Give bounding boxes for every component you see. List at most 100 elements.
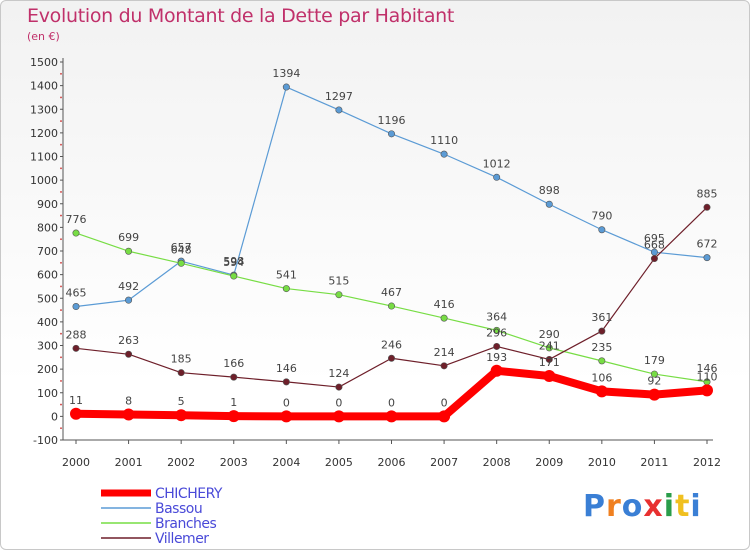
legend-label-branches: Branches (155, 516, 216, 532)
data-point-chichery (70, 407, 82, 420)
data-point-branches (282, 285, 290, 293)
data-label-branches: 776 (66, 213, 87, 226)
data-point-branches (72, 229, 80, 237)
y-tick-label: 1500 (30, 56, 58, 69)
data-point-villemer (72, 344, 80, 352)
series-line-chichery (75, 366, 708, 421)
data-label-chichery: 106 (591, 371, 612, 384)
y-minor-tick (60, 120, 62, 122)
data-label-bassou: 1297 (325, 90, 353, 103)
y-tick-label: 700 (37, 245, 58, 258)
data-point-villemer (125, 350, 133, 358)
data-label-bassou: 790 (591, 210, 612, 223)
x-tick-label: 2008 (483, 456, 511, 469)
data-label-bassou: 1012 (483, 157, 511, 170)
y-tick-label: 200 (37, 363, 58, 376)
data-label-chichery: 11 (69, 394, 83, 407)
data-label-chichery: 1 (230, 396, 237, 409)
data-point-branches (125, 247, 133, 255)
data-point-branches (177, 259, 185, 267)
x-tick-label: 2005 (325, 456, 353, 469)
data-label-branches: 594 (223, 256, 244, 269)
data-point-bassou (335, 106, 343, 114)
data-label-bassou: 898 (539, 184, 560, 197)
data-point-villemer (335, 383, 343, 391)
data-point-villemer (703, 203, 711, 211)
data-point-bassou (387, 130, 395, 138)
y-minor-tick (60, 332, 62, 335)
data-point-chichery (280, 410, 293, 423)
data-label-bassou: 1110 (430, 134, 458, 147)
chart-title: Evolution du Montant de la Dette par Hab… (27, 5, 455, 27)
data-point-villemer (282, 378, 290, 386)
data-label-bassou: 1196 (378, 114, 406, 127)
data-label-villemer: 361 (591, 311, 612, 324)
data-label-branches: 515 (328, 275, 349, 288)
data-label-branches: 146 (697, 362, 718, 375)
data-label-chichery: 171 (539, 356, 560, 369)
y-tick-label: 1300 (30, 103, 58, 116)
data-label-villemer: 668 (644, 239, 665, 252)
data-point-branches (335, 291, 343, 299)
data-point-chichery (227, 410, 240, 423)
x-tick-label: 2006 (378, 456, 406, 469)
data-label-branches: 235 (591, 341, 612, 354)
data-point-villemer (598, 327, 606, 335)
data-label-chichery: 0 (335, 396, 342, 409)
x-tick-label: 2012 (693, 456, 721, 469)
data-point-chichery (385, 410, 398, 423)
data-label-bassou: 672 (697, 238, 718, 251)
data-label-branches: 467 (381, 286, 402, 299)
y-tick-label: 1000 (30, 174, 58, 187)
data-point-chichery (595, 385, 608, 398)
data-point-branches (493, 326, 501, 334)
y-minor-tick (60, 238, 62, 241)
data-label-chichery: 8 (125, 394, 132, 407)
data-label-chichery: 0 (388, 396, 395, 409)
x-tick-label: 2003 (220, 456, 248, 469)
data-label-villemer: 166 (223, 357, 244, 370)
data-label-bassou: 695 (644, 232, 665, 245)
data-point-villemer (440, 362, 448, 370)
data-point-chichery (543, 369, 556, 382)
data-label-villemer: 885 (697, 187, 718, 200)
y-tick-label: 1200 (30, 127, 58, 140)
data-label-villemer: 246 (381, 338, 402, 351)
data-point-bassou (598, 226, 606, 234)
data-label-bassou: 492 (118, 280, 139, 293)
data-point-bassou (703, 254, 711, 262)
x-tick-label: 2009 (535, 456, 563, 469)
data-point-chichery (175, 409, 188, 422)
data-point-branches (440, 314, 448, 322)
y-minor-tick (60, 427, 62, 430)
y-tick-label: 500 (37, 292, 58, 305)
data-point-villemer (650, 255, 658, 263)
data-point-bassou (72, 303, 80, 311)
data-label-bassou: 598 (223, 255, 244, 268)
y-minor-tick (60, 214, 62, 217)
data-label-villemer: 288 (66, 328, 87, 341)
data-label-chichery: 0 (283, 396, 290, 409)
data-point-chichery (648, 388, 661, 401)
data-point-villemer (177, 369, 185, 377)
data-label-chichery: 92 (647, 375, 661, 388)
data-label-bassou: 1394 (272, 67, 300, 80)
data-label-branches: 648 (171, 243, 192, 256)
legend-label-villemer: Villemer (155, 531, 209, 547)
y-tick-label: 100 (37, 387, 58, 400)
x-tick-label: 2002 (167, 456, 195, 469)
y-tick-label: 300 (37, 340, 58, 353)
y-minor-tick (60, 380, 62, 382)
data-point-branches (598, 357, 606, 365)
x-tick-label: 2007 (430, 456, 458, 469)
data-point-branches (650, 370, 658, 378)
x-tick-label: 2001 (115, 456, 143, 469)
data-point-villemer (230, 373, 238, 381)
data-point-chichery (332, 410, 345, 423)
data-point-bassou (545, 200, 553, 208)
y-minor-tick (60, 143, 62, 146)
data-label-villemer: 146 (276, 362, 297, 375)
data-label-branches: 179 (644, 354, 665, 367)
